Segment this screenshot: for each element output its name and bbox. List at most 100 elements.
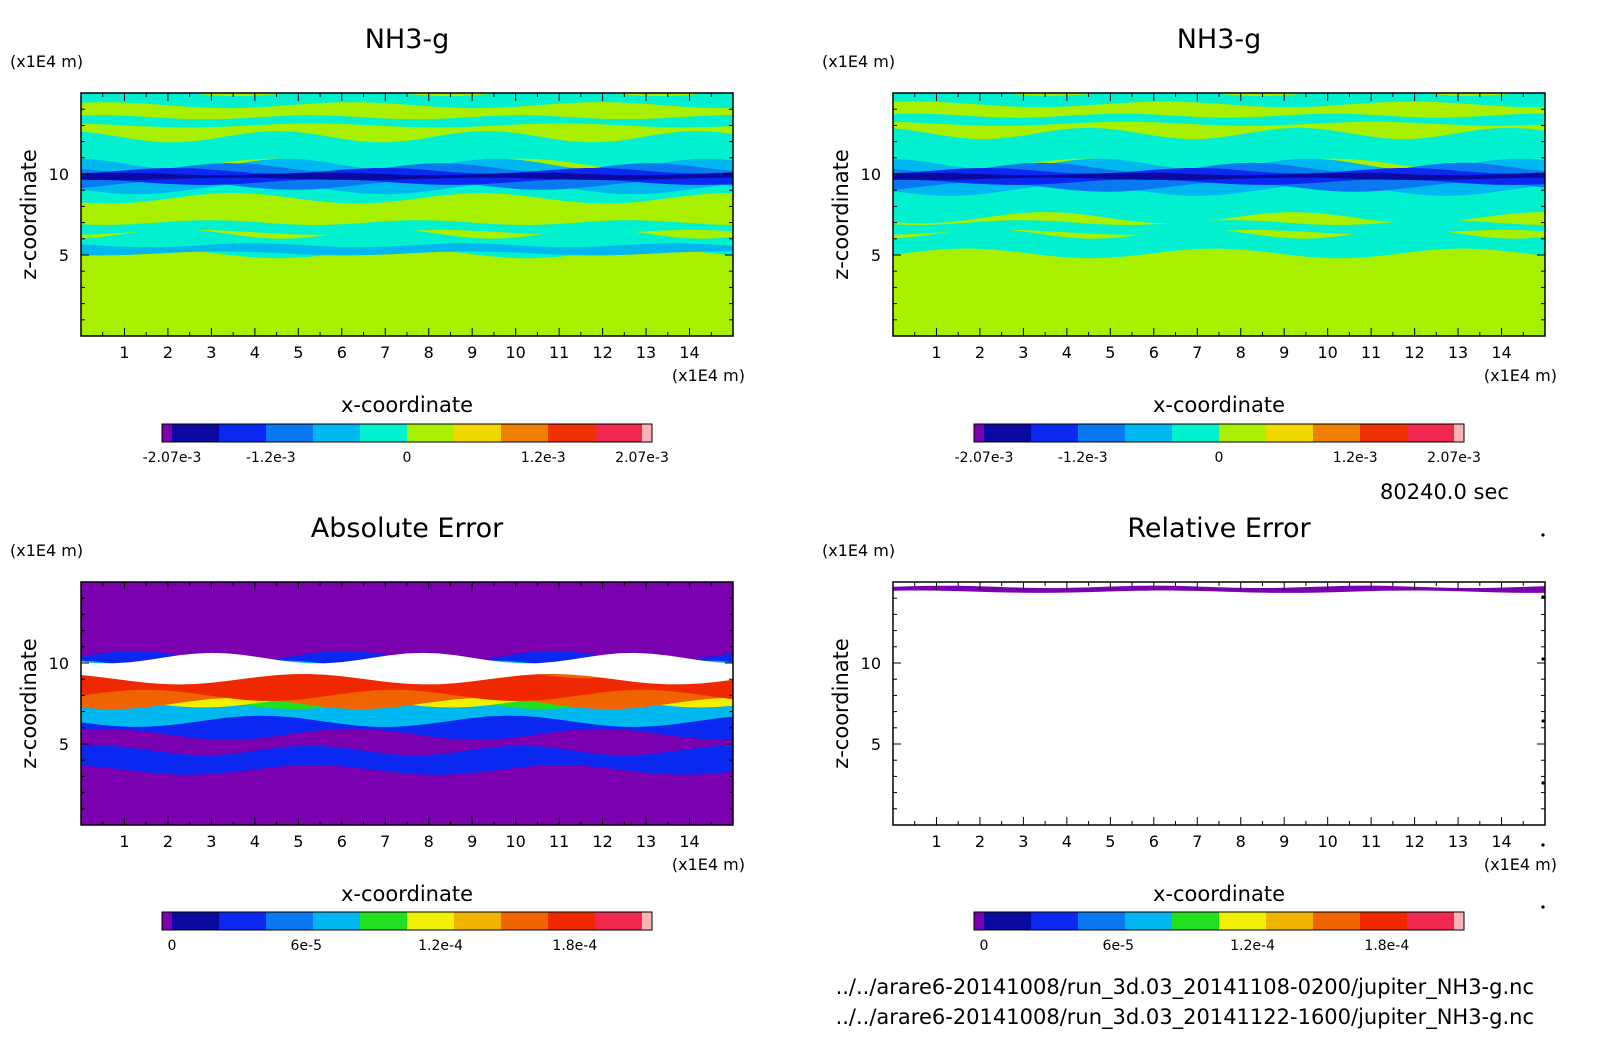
z-axis-label: z-coordinate bbox=[17, 638, 41, 769]
plot-background bbox=[893, 582, 1545, 825]
colorbar-segment bbox=[1360, 424, 1407, 442]
z-tick-label: 10 bbox=[49, 165, 69, 184]
chart-panel-3: Absolute Error(x1E4 m)1 2 3 4 5 6 7 8 9 10 11 12 13 1… bbox=[10, 513, 745, 954]
colorbar-segment bbox=[266, 912, 313, 930]
z-tick-label: 10 bbox=[861, 654, 881, 673]
colorbar-segment bbox=[313, 424, 360, 442]
colorbar-segment bbox=[1266, 424, 1313, 442]
x-tick-label: 8 bbox=[1236, 343, 1246, 362]
x-tick-label: 1 bbox=[931, 343, 941, 362]
z-unit-label: (x1E4 m) bbox=[10, 541, 83, 560]
colorbar-segment bbox=[548, 912, 595, 930]
contour-band bbox=[81, 131, 733, 170]
plot-area bbox=[81, 582, 733, 825]
x-tick-label: 1 bbox=[931, 832, 941, 851]
x-tick-label: 2 bbox=[163, 343, 173, 362]
x-tick-label: 5 bbox=[1105, 343, 1115, 362]
x-unit-label: (x1E4 m) bbox=[672, 855, 745, 874]
x-tick-label: 10 bbox=[1317, 832, 1337, 851]
colorbar-segment bbox=[642, 424, 652, 442]
x-tick-label: 3 bbox=[206, 832, 216, 851]
z-tick-label: 10 bbox=[49, 654, 69, 673]
x-axis-label: x-coordinate bbox=[341, 393, 473, 417]
x-tick-label: 4 bbox=[250, 343, 260, 362]
colorbar-segment bbox=[313, 912, 360, 930]
colorbar-tick-label: 0 bbox=[168, 938, 177, 954]
contour-band bbox=[81, 243, 733, 256]
colorbar-segment bbox=[162, 424, 172, 442]
x-tick-label: 6 bbox=[337, 832, 347, 851]
colorbar-segment bbox=[548, 424, 595, 442]
x-tick-label: 2 bbox=[163, 832, 173, 851]
colorbar-segment bbox=[1454, 912, 1464, 930]
edge-dot bbox=[1541, 781, 1545, 785]
x-unit-label: (x1E4 m) bbox=[1484, 855, 1557, 874]
x-tick-label: 12 bbox=[1404, 343, 1424, 362]
edge-dot bbox=[1541, 905, 1545, 909]
colorbar-tick-label: 0 bbox=[980, 938, 989, 954]
colorbar-segment bbox=[1360, 912, 1407, 930]
colorbar-segment bbox=[1172, 912, 1219, 930]
z-axis-label: z-coordinate bbox=[829, 638, 853, 769]
contour-band bbox=[81, 745, 733, 775]
colorbar-segment bbox=[172, 912, 219, 930]
z-axis-label: z-coordinate bbox=[829, 149, 853, 280]
colorbar-tick-label: 6e-5 bbox=[1103, 938, 1134, 954]
contour-band bbox=[81, 115, 733, 128]
z-unit-label: (x1E4 m) bbox=[822, 52, 895, 71]
x-tick-label: 13 bbox=[1448, 343, 1468, 362]
x-tick-label: 3 bbox=[1018, 832, 1028, 851]
contour-band bbox=[81, 652, 733, 685]
colorbar-tick-label: 1.2e-4 bbox=[1230, 938, 1275, 954]
colorbar-tick-label: 1.2e-4 bbox=[418, 938, 463, 954]
x-tick-label: 7 bbox=[380, 343, 390, 362]
x-tick-label: 9 bbox=[1279, 343, 1289, 362]
colorbar-segment bbox=[1031, 912, 1078, 930]
colorbar-segment bbox=[1454, 424, 1464, 442]
colorbar-segment bbox=[454, 424, 501, 442]
colorbar-segment bbox=[1313, 424, 1360, 442]
x-tick-label: 2 bbox=[975, 832, 985, 851]
colorbar-tick-label: 1.8e-4 bbox=[1364, 938, 1409, 954]
colorbar-tick-label: 2.07e-3 bbox=[615, 450, 669, 466]
x-tick-label: 6 bbox=[337, 343, 347, 362]
chart-panel-4: Relative Error(x1E4 m)1 2 3 4 5 6 7 8 9 10 11 12 13 1… bbox=[822, 513, 1557, 954]
contour-band bbox=[81, 93, 733, 109]
colorbar-tick-label: 1.2e-3 bbox=[1333, 450, 1378, 466]
z-tick-label: 5 bbox=[871, 735, 881, 754]
x-axis-label: x-coordinate bbox=[341, 882, 473, 906]
colorbar-segment bbox=[1125, 424, 1172, 442]
colorbar-segment bbox=[162, 912, 172, 930]
colorbar-segment bbox=[974, 424, 984, 442]
colorbar-segment bbox=[1219, 424, 1266, 442]
colorbar-tick-label: -1.2e-3 bbox=[246, 450, 296, 466]
x-tick-label: 14 bbox=[1491, 832, 1511, 851]
colorbar-segment bbox=[407, 424, 454, 442]
plot-area bbox=[81, 93, 733, 336]
colorbar-segment bbox=[1078, 912, 1125, 930]
z-unit-label: (x1E4 m) bbox=[10, 52, 83, 71]
x-tick-label: 14 bbox=[679, 343, 699, 362]
x-tick-label: 11 bbox=[1361, 343, 1381, 362]
x-tick-label: 9 bbox=[1279, 832, 1289, 851]
colorbar-segment bbox=[974, 912, 984, 930]
colorbar-segment bbox=[1407, 912, 1454, 930]
colorbar-frame bbox=[973, 911, 1465, 931]
contour-band bbox=[893, 585, 1545, 593]
colorbar-segment bbox=[595, 912, 642, 930]
x-tick-label: 11 bbox=[549, 832, 569, 851]
x-tick-label: 2 bbox=[975, 343, 985, 362]
x-tick-label: 10 bbox=[1317, 343, 1337, 362]
contour-band bbox=[81, 172, 733, 181]
edge-dot bbox=[1541, 533, 1545, 537]
contour-band bbox=[893, 113, 1545, 126]
colorbar-segment bbox=[501, 912, 548, 930]
colorbar-segment bbox=[1078, 424, 1125, 442]
x-tick-label: 6 bbox=[1149, 343, 1159, 362]
x-tick-label: 5 bbox=[293, 832, 303, 851]
edge-dot bbox=[1541, 719, 1545, 723]
x-tick-label: 13 bbox=[1448, 832, 1468, 851]
colorbar-segment bbox=[1219, 912, 1266, 930]
edge-dot bbox=[1541, 657, 1545, 661]
x-tick-label: 9 bbox=[467, 832, 477, 851]
